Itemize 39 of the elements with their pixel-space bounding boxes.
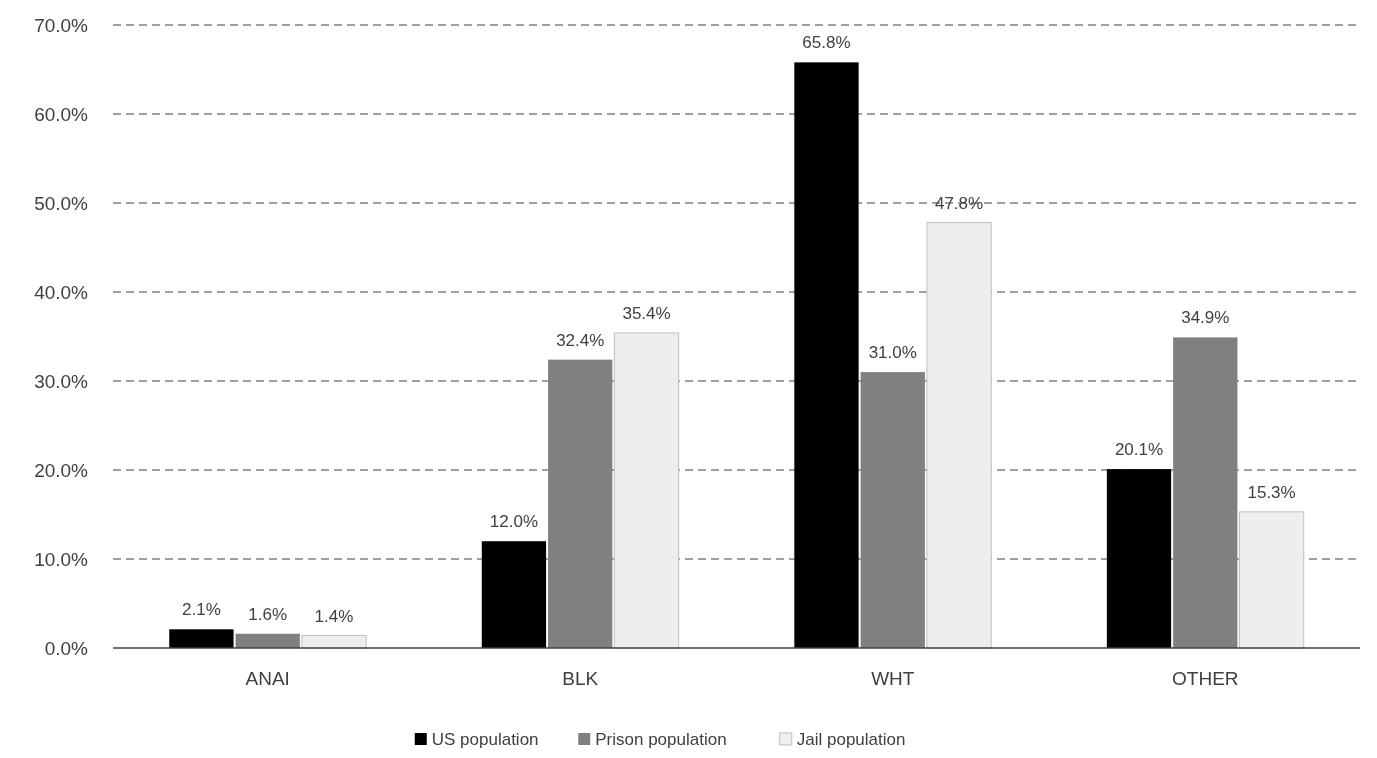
legend-label: US population (431, 730, 539, 749)
bar (548, 359, 613, 648)
data-label: 1.6% (248, 604, 288, 624)
y-tick-label: 0.0% (44, 637, 89, 659)
data-label: 65.8% (802, 33, 851, 53)
data-label: 34.9% (1181, 308, 1230, 328)
bar (860, 372, 925, 648)
y-tick-label: 20.0% (34, 459, 89, 481)
bar (794, 62, 859, 648)
data-label: 35.4% (622, 303, 671, 323)
data-label: 20.1% (1114, 440, 1164, 460)
y-tick-label: 30.0% (34, 370, 89, 392)
bar (1173, 337, 1238, 648)
x-tick-label: OTHER (1172, 668, 1239, 689)
data-label: 2.1% (182, 600, 221, 620)
y-tick-label: 60.0% (34, 103, 89, 125)
bar (169, 629, 234, 648)
x-tick-label: BLK (562, 668, 599, 689)
bar (613, 332, 680, 649)
bar (1106, 469, 1172, 648)
x-tick-label: ANAI (245, 668, 290, 689)
bar (481, 541, 547, 648)
y-tick-label: 50.0% (34, 192, 89, 214)
y-tick-label: 10.0% (34, 548, 89, 570)
legend-label: Prison population (595, 730, 727, 749)
x-tick-label: WHT (871, 668, 915, 689)
bar (235, 633, 300, 648)
data-label: 31.0% (868, 343, 917, 363)
data-label: 1.4% (314, 606, 354, 626)
data-label: 47.8% (934, 193, 984, 213)
legend-label: Jail population (796, 730, 906, 749)
y-tick-label: 70.0% (34, 14, 89, 36)
data-label: 12.0% (489, 512, 539, 532)
data-label: 32.4% (556, 330, 605, 350)
data-label: 15.3% (1247, 482, 1296, 502)
bar (926, 222, 992, 649)
bar (301, 635, 367, 649)
bar (1238, 511, 1305, 649)
y-tick-label: 40.0% (34, 281, 89, 303)
